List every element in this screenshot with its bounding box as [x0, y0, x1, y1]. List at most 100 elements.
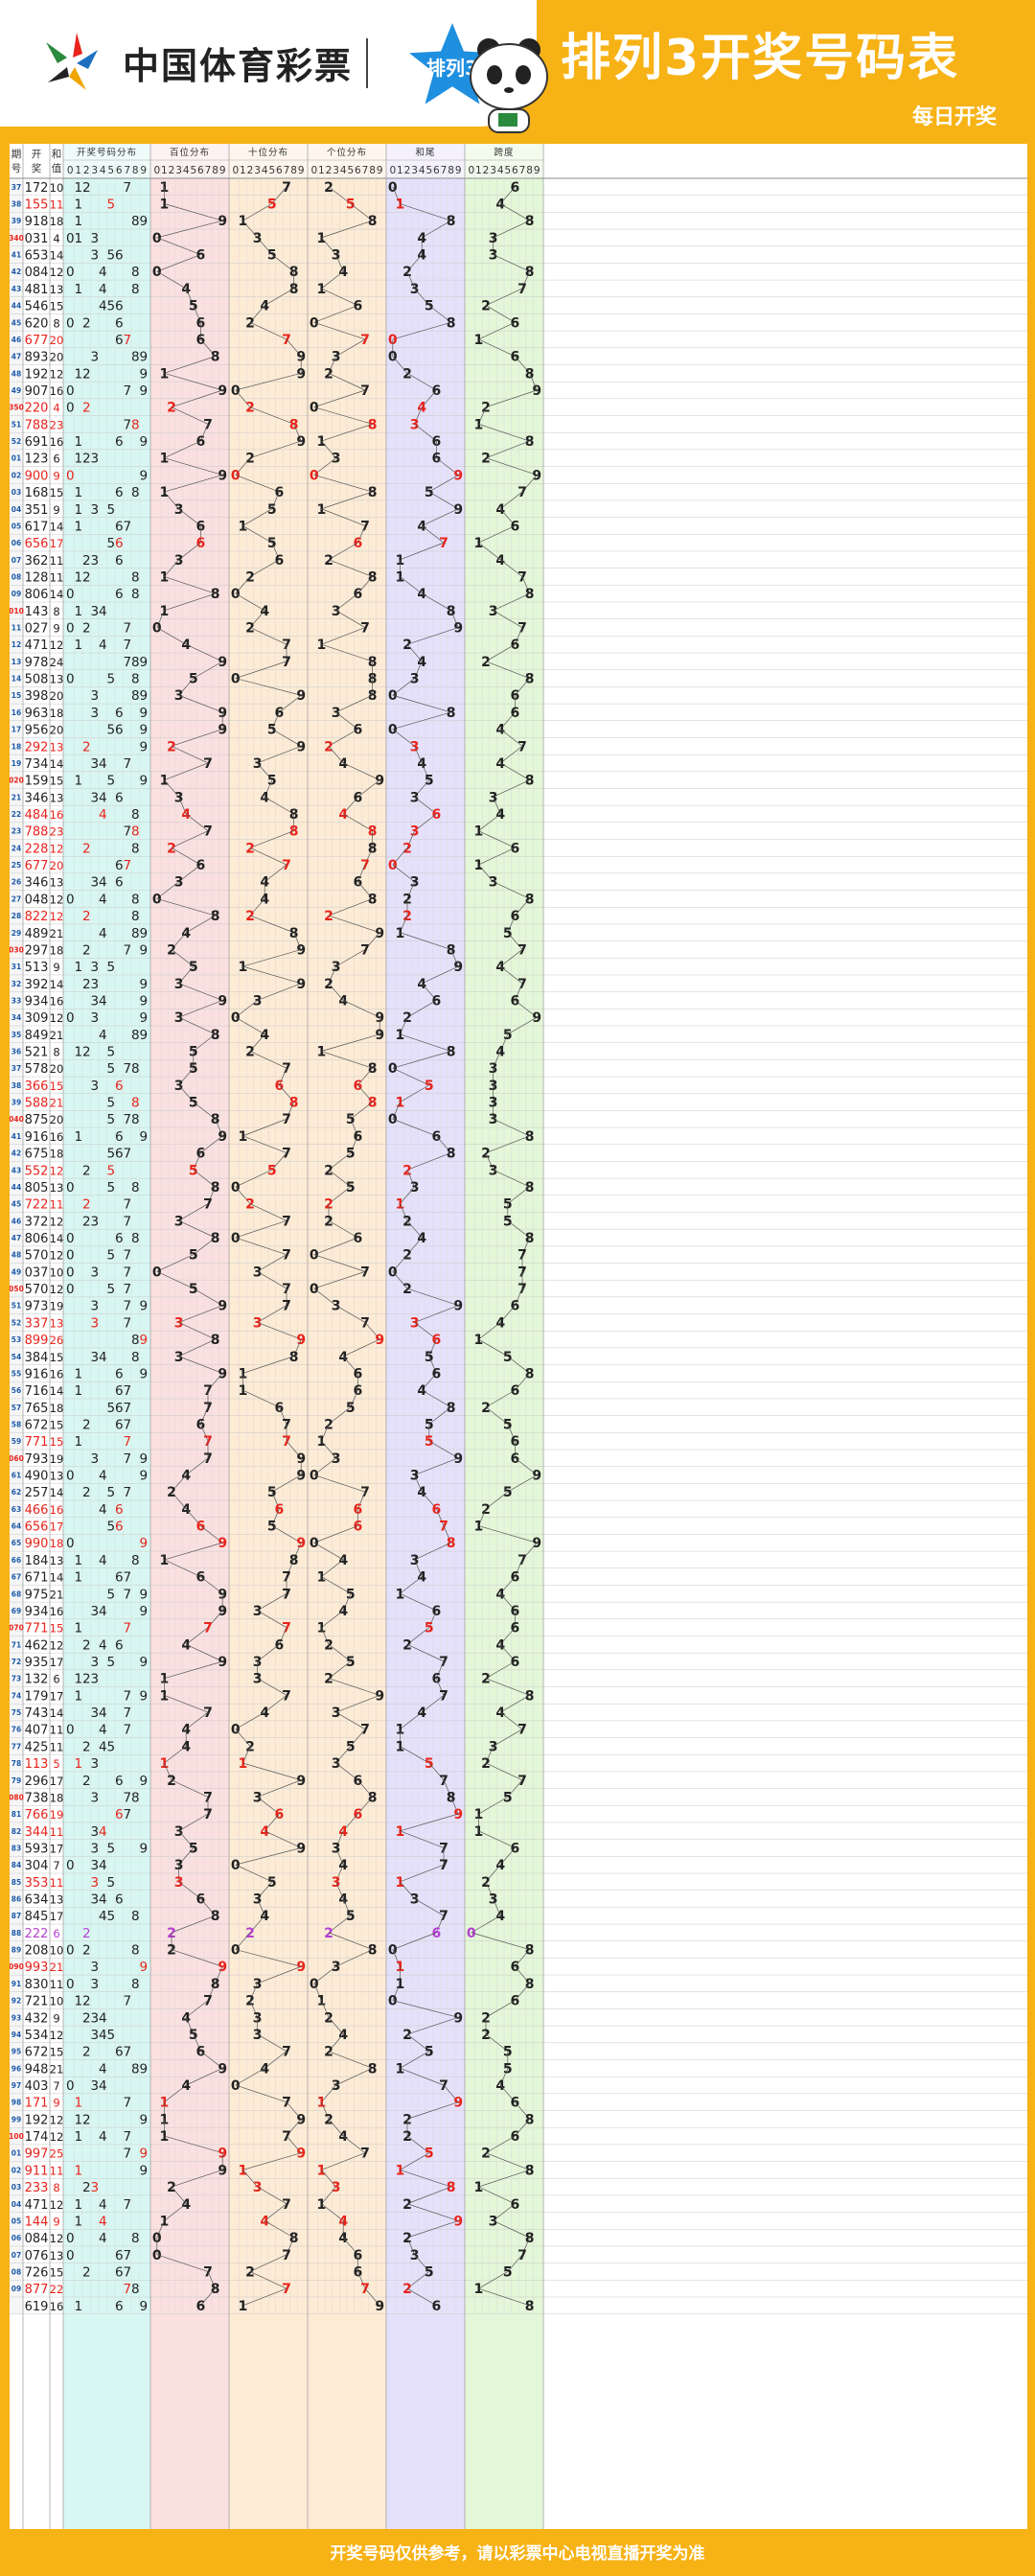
header-digit: 2: [483, 165, 490, 176]
trend-mark-hundreds: 9: [218, 1299, 227, 1314]
open-distribution-mark: 1: [74, 1688, 82, 1704]
trend-line-tens: [257, 1965, 302, 1984]
trend-line-hundreds: [200, 1898, 216, 1916]
period-cell: 05: [12, 522, 21, 530]
trend-mark-units: 7: [360, 1315, 370, 1331]
trend-line-units: [357, 864, 366, 882]
trend-line-units: [321, 627, 366, 645]
trend-mark-tens: 5: [267, 1163, 277, 1178]
draw-number-cell: 037: [25, 1265, 49, 1280]
header-digit: 7: [362, 165, 369, 176]
table-row: 63 466 16 4 6 4 6 6 6 2: [12, 1491, 509, 1518]
period-cell: 13: [12, 658, 21, 666]
brand-divider: [366, 38, 368, 88]
open-distribution-mark: 5: [106, 1401, 115, 1416]
trend-mark-sum_tail: 2: [402, 1163, 412, 1178]
trend-line-tens: [235, 1169, 272, 1188]
open-distribution-mark: 8: [131, 1231, 140, 1246]
period-cell: 89: [12, 1946, 21, 1955]
table-row: 070 771 15 71 7 7 1 5 6: [10, 1610, 519, 1636]
trend-line-units: [335, 1305, 366, 1323]
period-cell: 32: [12, 980, 21, 988]
trend-line-hundreds: [171, 1474, 187, 1493]
trend-mark-span: 4: [495, 960, 505, 975]
trend-mark-tens: 7: [282, 1112, 291, 1127]
trend-mark-tens: 7: [282, 2197, 291, 2213]
trend-mark-hundreds: 3: [174, 1079, 184, 1094]
trend-mark-span: 5: [503, 1790, 513, 1805]
trend-line-units: [328, 542, 358, 561]
sum-value-cell: 12: [50, 1283, 64, 1296]
trend-line-tens: [257, 762, 273, 780]
draw-number-cell: 309: [25, 1011, 49, 1026]
trend-mark-hundreds: 5: [189, 299, 198, 314]
open-distribution-mark: 8: [131, 824, 140, 840]
trend-mark-span: 8: [525, 2163, 535, 2178]
table-row: 38 155 11 1 5 1 5 5 1 4: [12, 186, 516, 213]
trend-mark-span: 2: [481, 1401, 491, 1416]
trend-line-hundreds: [178, 1067, 195, 1086]
trend-mark-hundreds: 2: [167, 1485, 176, 1500]
open-distribution-mark: 2: [82, 2010, 91, 2026]
trend-mark-hundreds: 8: [211, 1909, 220, 1924]
trend-mark-units: 6: [354, 1774, 363, 1789]
period-cell: 17: [12, 726, 21, 734]
trend-mark-units: 7: [360, 1485, 370, 1500]
sum-value-cell: 17: [50, 1842, 64, 1855]
trend-line-tens: [249, 1033, 265, 1052]
trend-mark-tens: 1: [239, 1129, 248, 1145]
trend-line-sum_tail: [400, 2152, 429, 2170]
draw-number-cell: 911: [25, 2164, 49, 2178]
period-cell: 33: [12, 996, 21, 1005]
sum-value-cell: 11: [50, 1825, 64, 1839]
trend-mark-tens: 0: [231, 587, 241, 602]
sum-value-cell: 9: [53, 469, 59, 482]
draw-number-cell: 172: [25, 181, 49, 196]
trend-line-units: [321, 1559, 344, 1577]
trend-line-units: [335, 1746, 352, 1764]
open-distribution-mark: 2: [82, 553, 91, 569]
period-cell: 52: [12, 437, 21, 446]
open-distribution-mark: 5: [106, 1061, 115, 1077]
draw-number-cell: 208: [25, 1944, 49, 1959]
sum-value-cell: 11: [50, 554, 64, 568]
trend-line-hundreds: [171, 2170, 223, 2188]
period-cell: 38: [12, 1081, 21, 1090]
open-distribution-mark: 0: [66, 2231, 75, 2246]
trend-line-units: [335, 1949, 373, 1967]
draw-number-cell: 552: [25, 1164, 49, 1178]
period-cell: 62: [12, 1488, 21, 1497]
open-distribution-mark: 2: [82, 452, 91, 467]
period-cell: 83: [12, 1844, 21, 1852]
trend-line-hundreds: [185, 1457, 209, 1475]
open-distribution-mark: 2: [82, 1045, 91, 1060]
trend-mark-tens: 2: [245, 569, 255, 585]
period-cell: 21: [12, 793, 21, 801]
trend-mark-sum_tail: 4: [417, 1485, 426, 1500]
sum-value-cell: 12: [50, 2198, 64, 2212]
trend-line-span: [493, 1169, 530, 1188]
open-distribution-mark: 7: [123, 1265, 131, 1280]
trend-line-tens: [242, 1389, 280, 1408]
trend-mark-units: 8: [368, 892, 378, 907]
open-distribution-mark: 7: [123, 417, 131, 432]
trend-line-tens: [235, 2068, 265, 2086]
trend-line-tens: [235, 1186, 251, 1204]
trend-line-span: [478, 2170, 530, 2188]
trend-line-span: [515, 678, 530, 696]
trend-line-units: [342, 1593, 352, 1612]
trend-line-tens: [235, 576, 251, 594]
trend-mark-hundreds: 1: [160, 366, 170, 382]
trend-line-tens: [249, 406, 294, 425]
trend-mark-tens: 0: [231, 468, 241, 483]
trend-mark-tens: 0: [231, 672, 241, 687]
trend-mark-span: 1: [474, 824, 484, 840]
draw-number-cell: 076: [25, 2249, 49, 2263]
trend-line-sum_tail: [392, 711, 451, 730]
trend-line-units: [313, 1237, 358, 1256]
trend-mark-sum_tail: 4: [417, 1383, 426, 1399]
table-row: 06 656 17 65 6 5 6 7 1: [12, 525, 516, 551]
trend-line-hundreds: [178, 797, 187, 815]
trend-mark-hundreds: 9: [218, 468, 227, 483]
